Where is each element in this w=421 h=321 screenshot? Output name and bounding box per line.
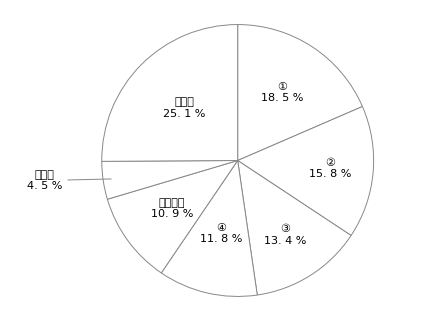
Wedge shape (238, 160, 351, 295)
Wedge shape (107, 160, 238, 273)
Text: ②
15. 8 %: ② 15. 8 % (309, 158, 351, 179)
Text: ③
13. 4 %: ③ 13. 4 % (264, 224, 306, 246)
Text: ①
18. 5 %: ① 18. 5 % (261, 82, 304, 103)
Text: その他
25. 1 %: その他 25. 1 % (163, 97, 206, 118)
Text: 心疾患
4. 5 %: 心疾患 4. 5 % (27, 170, 111, 191)
Wedge shape (161, 160, 257, 296)
Wedge shape (238, 107, 373, 236)
Wedge shape (102, 160, 238, 199)
Text: ④
11. 8 %: ④ 11. 8 % (200, 222, 242, 244)
Text: 関節疾患
10. 9 %: 関節疾患 10. 9 % (151, 198, 193, 220)
Wedge shape (238, 25, 362, 160)
Wedge shape (102, 25, 238, 161)
